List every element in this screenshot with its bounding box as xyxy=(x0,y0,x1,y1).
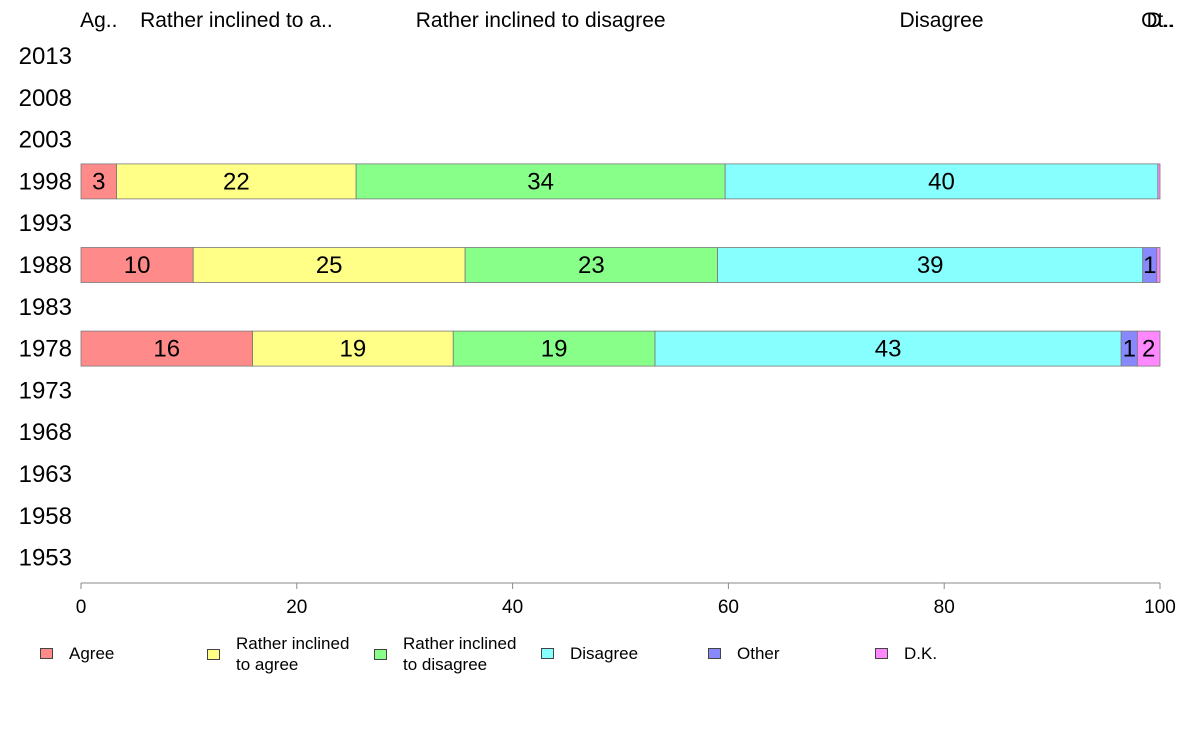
x-tick-label: 40 xyxy=(502,597,523,618)
legend-swatch xyxy=(541,648,554,659)
segment-header-label: Ag.. xyxy=(80,9,117,32)
legend-label: Rather inclined to disagree xyxy=(403,634,517,674)
legend-item: Other xyxy=(708,643,780,664)
bar-value-label: 22 xyxy=(223,168,250,195)
bar-value-label: 25 xyxy=(316,252,343,279)
legend-item: Rather inclined to disagree xyxy=(374,633,516,675)
bar-segment xyxy=(116,163,357,200)
legend-swatch xyxy=(40,648,53,659)
legend-swatch xyxy=(875,648,888,659)
year-label: 2003 xyxy=(19,127,72,154)
bar-value-label: 1 xyxy=(1143,252,1156,279)
bar-segment xyxy=(355,163,726,200)
legend-label: D.K. xyxy=(904,644,938,663)
bar-value-label: 1 xyxy=(1123,336,1136,363)
year-label: 1993 xyxy=(19,210,72,237)
year-label: 1983 xyxy=(19,294,72,321)
chart-legend: Agree Rather inclined to agree Rather incl… xyxy=(0,633,1188,683)
bar-segment xyxy=(717,247,1144,283)
bar-value-label: 23 xyxy=(578,252,605,279)
legend-swatch xyxy=(374,648,387,660)
bar-segment xyxy=(464,247,719,283)
bar-segment xyxy=(654,330,1122,367)
bar-segment xyxy=(724,163,1159,200)
bar-segment xyxy=(252,330,454,367)
segment-header-label: Rather inclined to a.. xyxy=(140,9,333,32)
x-tick-label: 0 xyxy=(76,597,87,618)
bar-value-label: 19 xyxy=(541,336,568,363)
segment-header-label: Disagree xyxy=(899,9,983,32)
bar-value-label: 2 xyxy=(1142,336,1155,363)
bar-value-label: 3 xyxy=(92,168,105,195)
bar-value-label: 19 xyxy=(340,336,367,363)
bar-value-label: 43 xyxy=(875,336,902,363)
x-tick-label: 100 xyxy=(1144,597,1176,618)
year-label: 2013 xyxy=(19,43,72,70)
bar-value-label: 10 xyxy=(124,252,151,279)
stacked-bar-chart: 2013200820031998199319881983197819731968… xyxy=(19,9,1176,618)
year-label: 1978 xyxy=(19,336,72,363)
year-label: 1958 xyxy=(19,503,72,530)
bar-segment xyxy=(1136,330,1161,367)
year-label: 1953 xyxy=(19,545,72,572)
bar-value-label: 39 xyxy=(917,252,944,279)
year-label: 1998 xyxy=(19,168,72,195)
year-label: 1963 xyxy=(19,461,72,488)
x-tick-label: 20 xyxy=(286,597,307,618)
legend-item: D.K. xyxy=(875,643,937,664)
bar-segment xyxy=(1156,247,1161,283)
bar-value-label: 34 xyxy=(527,168,554,195)
bar-segment xyxy=(80,247,194,283)
legend-item: Disagree xyxy=(541,643,638,664)
legend-label: Disagree xyxy=(570,644,639,663)
bar-segment xyxy=(192,247,466,283)
segment-header-label: Ot.. xyxy=(1141,9,1175,32)
bar-value-label: 16 xyxy=(153,336,180,363)
bar-segment xyxy=(80,163,118,200)
year-label: 1968 xyxy=(19,419,72,446)
legend-swatch xyxy=(708,648,721,659)
legend-label: Agree xyxy=(69,644,115,663)
bar-value-label: 40 xyxy=(928,168,955,195)
legend-swatch xyxy=(207,648,220,660)
legend-item: Agree xyxy=(40,643,114,664)
bar-segment xyxy=(80,330,253,367)
legend-label: Other xyxy=(737,644,780,663)
bar-segment xyxy=(1157,163,1161,200)
year-label: 1973 xyxy=(19,377,72,404)
x-tick-label: 60 xyxy=(718,597,739,618)
x-tick-label: 80 xyxy=(934,597,955,618)
year-label: 2008 xyxy=(19,85,72,112)
year-label: 1988 xyxy=(19,252,72,279)
segment-header-label: D.. xyxy=(1147,9,1174,32)
bar-segment xyxy=(452,330,656,367)
legend-label: Rather inclined to agree xyxy=(236,634,350,674)
segment-header-label: Rather inclined to disagree xyxy=(416,9,666,32)
legend-item: Rather inclined to agree xyxy=(207,633,349,675)
